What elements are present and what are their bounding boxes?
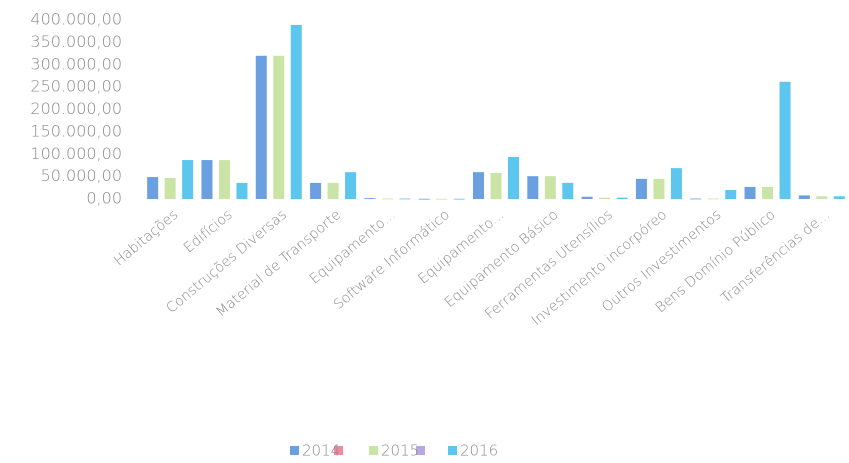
y-tick-label: 100.000,00 <box>30 144 122 163</box>
bar <box>744 186 756 199</box>
bar <box>218 160 230 199</box>
bar <box>182 160 194 199</box>
bar <box>327 182 339 199</box>
bar <box>418 198 430 200</box>
y-tick-label: 0,00 <box>86 189 122 208</box>
bar <box>273 55 285 199</box>
y-tick-label: 50.000,00 <box>41 166 122 185</box>
bar <box>670 168 682 199</box>
legend-swatch-decoration <box>334 446 343 455</box>
bar <box>616 197 628 199</box>
bar <box>164 177 176 199</box>
bar <box>690 198 702 200</box>
y-tick-label: 350.000,00 <box>30 32 122 51</box>
y-tick-label: 200.000,00 <box>30 99 122 118</box>
bar <box>147 177 159 199</box>
y-tick-label: 250.000,00 <box>30 77 122 96</box>
bar <box>581 196 593 199</box>
bar <box>290 24 302 199</box>
bar <box>798 195 810 199</box>
bar <box>527 176 539 199</box>
bar <box>364 198 376 199</box>
y-tick-label: 400.000,00 <box>30 10 122 29</box>
legend-swatch-decoration <box>416 446 425 455</box>
bar <box>599 197 611 199</box>
legend-swatch <box>290 446 299 455</box>
legend-swatch <box>448 446 457 455</box>
bar <box>473 172 484 199</box>
bar <box>453 198 465 200</box>
x-tick-label: Habitações <box>111 207 181 269</box>
bar <box>236 182 248 199</box>
legend-label: 2015 <box>381 442 419 460</box>
bar <box>490 173 502 199</box>
legend-label: 2016 <box>460 442 498 460</box>
bar <box>725 190 737 199</box>
legend-label: 2014 <box>302 442 340 460</box>
bar <box>562 182 574 199</box>
bar <box>779 81 791 199</box>
bar <box>544 176 556 199</box>
bar <box>508 156 519 199</box>
bar <box>762 186 774 199</box>
bar <box>310 182 322 199</box>
bar <box>833 196 845 199</box>
bar <box>345 172 357 199</box>
bar <box>816 196 828 199</box>
bar <box>201 160 213 199</box>
legend-swatch <box>369 446 378 455</box>
bar <box>653 178 665 199</box>
x-tick-label: Transferências de... <box>718 207 833 307</box>
y-tick-label: 300.000,00 <box>30 54 122 73</box>
bar <box>707 198 719 200</box>
x-tick-label: Edifícios <box>181 207 236 256</box>
bar <box>399 198 411 200</box>
bar <box>255 55 267 199</box>
y-tick-label: 150.000,00 <box>30 121 122 140</box>
bar <box>381 198 393 200</box>
bar <box>436 198 448 200</box>
bar <box>635 178 647 199</box>
